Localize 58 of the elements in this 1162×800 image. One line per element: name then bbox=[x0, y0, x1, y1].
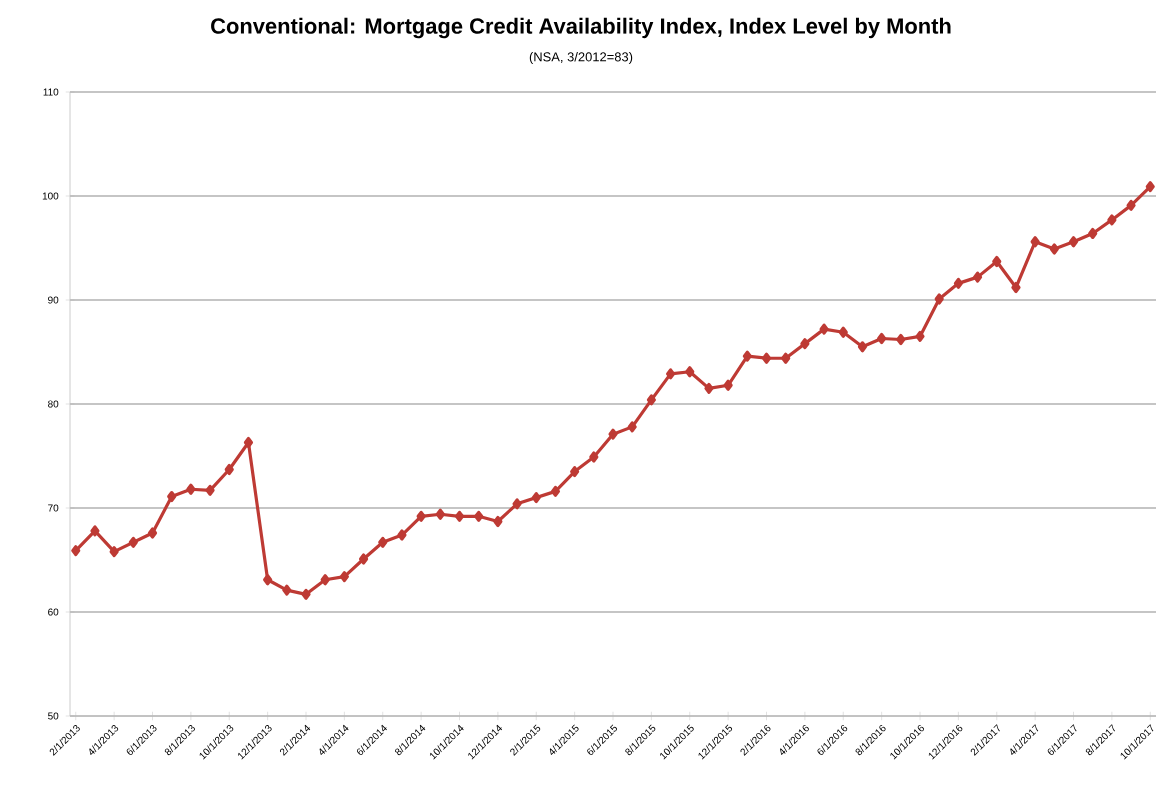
point bbox=[282, 584, 292, 596]
point bbox=[589, 451, 599, 463]
point bbox=[1068, 236, 1079, 248]
point bbox=[358, 553, 369, 565]
point bbox=[90, 525, 100, 537]
point bbox=[320, 574, 330, 586]
point bbox=[243, 436, 254, 449]
point bbox=[665, 368, 676, 380]
point bbox=[761, 352, 772, 364]
point bbox=[781, 352, 791, 364]
point bbox=[531, 492, 541, 504]
point bbox=[838, 326, 848, 338]
point bbox=[493, 515, 503, 528]
point bbox=[685, 366, 695, 378]
point bbox=[186, 483, 196, 495]
point bbox=[147, 527, 158, 539]
point bbox=[167, 490, 177, 503]
point bbox=[608, 428, 618, 440]
point bbox=[205, 484, 215, 496]
point bbox=[972, 271, 983, 283]
point bbox=[915, 330, 925, 342]
point bbox=[819, 323, 829, 335]
point bbox=[512, 498, 522, 510]
point bbox=[646, 394, 656, 406]
point bbox=[896, 333, 906, 346]
point bbox=[627, 421, 637, 433]
point bbox=[454, 510, 465, 522]
point bbox=[378, 536, 388, 548]
point bbox=[263, 574, 273, 586]
point bbox=[1088, 227, 1098, 240]
point bbox=[857, 341, 868, 353]
point bbox=[301, 588, 311, 600]
point bbox=[474, 510, 484, 522]
point bbox=[992, 255, 1002, 268]
point bbox=[570, 466, 580, 478]
point bbox=[800, 338, 810, 350]
point bbox=[1011, 281, 1021, 294]
point bbox=[934, 293, 944, 305]
point bbox=[71, 545, 81, 557]
point bbox=[224, 463, 234, 476]
point bbox=[109, 546, 119, 558]
chart-title: Conventional: Mortgage Credit Availability Index, Index Level by Month bbox=[211, 17, 951, 39]
point bbox=[742, 350, 752, 362]
point bbox=[1030, 236, 1040, 248]
point bbox=[1107, 214, 1117, 226]
point bbox=[550, 485, 561, 497]
point bbox=[723, 379, 733, 391]
point bbox=[339, 571, 349, 583]
point bbox=[877, 332, 887, 345]
point bbox=[435, 508, 445, 520]
point bbox=[1145, 181, 1155, 193]
point bbox=[704, 382, 714, 394]
point bbox=[1126, 199, 1136, 211]
point bbox=[953, 277, 963, 289]
point bbox=[397, 529, 407, 541]
point bbox=[1049, 243, 1059, 255]
point bbox=[416, 510, 426, 522]
point bbox=[128, 536, 138, 548]
